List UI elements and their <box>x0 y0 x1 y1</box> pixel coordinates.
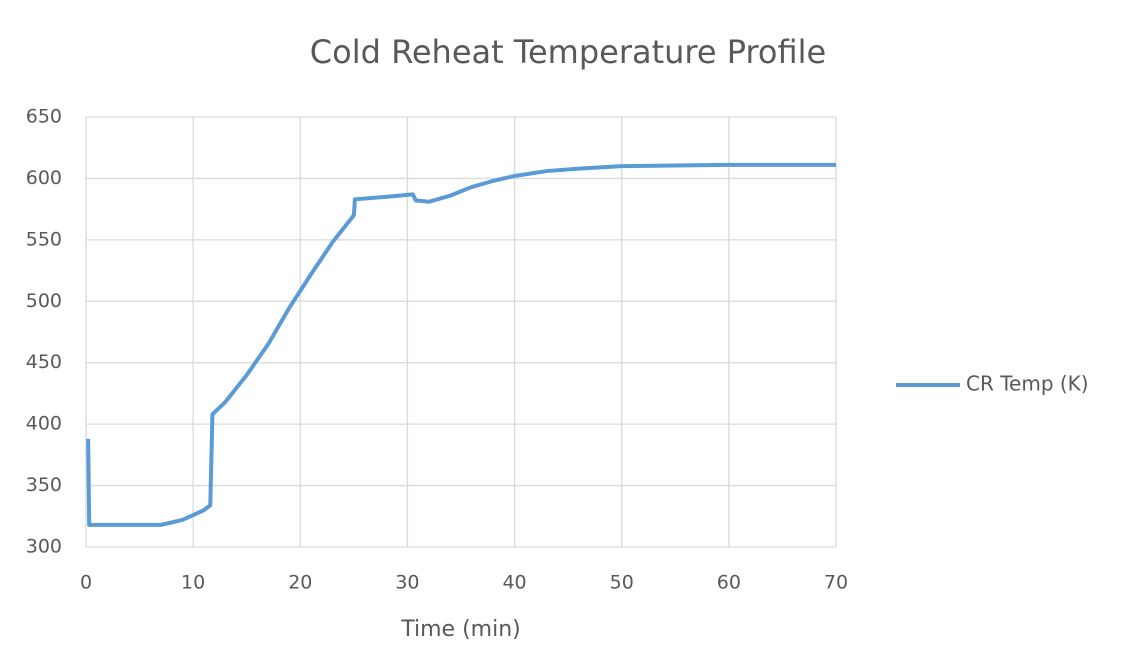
chart-title: Cold Reheat Temperature Profile <box>310 33 826 71</box>
x-tick-label: 30 <box>395 572 419 594</box>
y-tick-label: 600 <box>26 167 62 189</box>
x-axis-label: Time (min) <box>400 617 521 642</box>
x-tick-label: 20 <box>288 572 312 594</box>
y-tick-label: 650 <box>26 106 62 128</box>
legend-label: CR Temp (K) <box>966 372 1089 396</box>
x-tick-label: 60 <box>717 572 741 594</box>
x-tick-label: 70 <box>824 572 848 594</box>
y-tick-label: 450 <box>26 351 62 373</box>
x-tick-label: 0 <box>80 572 92 594</box>
y-tick-label: 500 <box>26 290 62 312</box>
x-tick-label: 40 <box>502 572 526 594</box>
y-tick-label: 400 <box>26 413 62 435</box>
x-tick-label: 10 <box>181 572 205 594</box>
y-tick-label: 300 <box>26 536 62 558</box>
y-tick-label: 350 <box>26 474 62 496</box>
x-tick-label: 50 <box>610 572 634 594</box>
y-tick-label: 550 <box>26 228 62 250</box>
line <box>86 162 836 527</box>
